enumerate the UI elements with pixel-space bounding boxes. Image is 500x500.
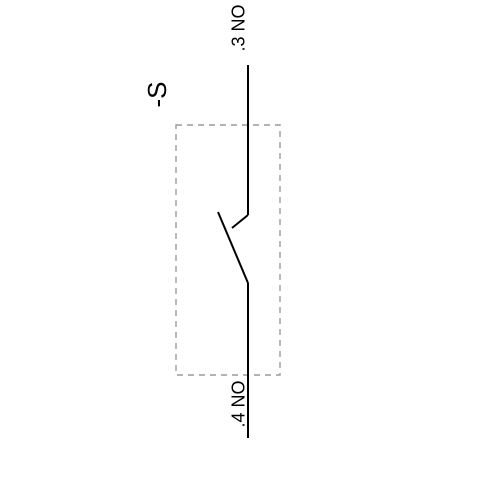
schematic-canvas xyxy=(0,0,500,500)
terminal-top-label: .3 NO xyxy=(228,4,249,51)
designator-label: -S xyxy=(142,82,173,108)
terminal-bottom-label: .4 NO xyxy=(228,380,249,427)
contact-tick xyxy=(232,215,248,228)
contact-arm xyxy=(218,212,248,283)
component-boundary xyxy=(176,125,280,375)
